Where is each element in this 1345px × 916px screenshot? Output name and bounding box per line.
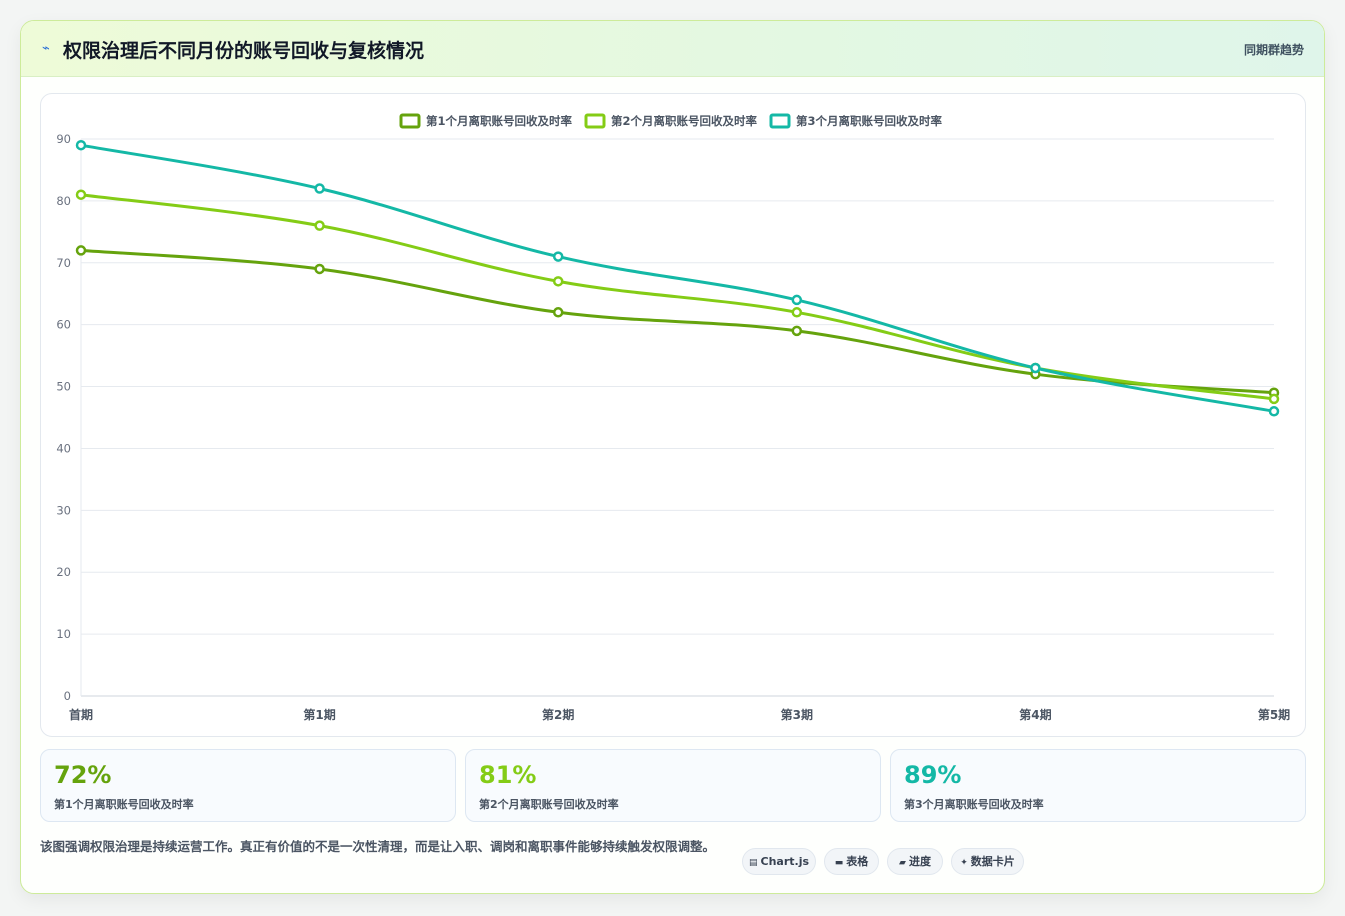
line-chart: 0 10 20 30 40 50 60 70 80 90 首期 第1期 第2期 第3期 第4期 第5期 第1个月… [56,113,1290,722]
chip-label: 数据卡片 [970,855,1015,868]
progress-icon: ▰ [899,858,906,868]
page-title: 权限治理后不同月份的账号回收与复核情况 [63,40,425,62]
x-tick-label: 第4期 [1019,707,1051,722]
legend-swatch [769,113,791,129]
data-point [75,245,87,256]
legend-item: 第2个月离职账号回收及时率 [584,113,758,129]
chip-progress[interactable]: ▰ 进度 [887,848,943,875]
data-point [552,276,564,287]
legend-item: 第3个月离职账号回收及时率 [769,113,943,129]
data-point [552,307,564,318]
y-tick-label: 40 [56,441,71,455]
stat-card-2: 81% 第2个月离职账号回收及时率 [465,749,881,822]
series-line [79,193,1276,401]
data-point [791,307,803,318]
y-tick-label: 0 [64,689,71,703]
y-tick-label: 30 [56,503,71,517]
data-point [1030,362,1041,374]
y-tick-label: 20 [56,565,71,579]
stat-label: 第2个月离职账号回收及时率 [479,798,619,811]
data-point [1268,406,1280,417]
chart-note: 该图强调权限治理是持续运营工作。真正有价值的不是一次性清理，而是让入职、调岗和离… [40,839,716,854]
card-header: ⌁ 权限治理后不同月份的账号回收与复核情况 同期群趋势 [21,21,1324,77]
data-point [314,220,325,231]
x-tick-label: 第1期 [303,707,335,722]
y-tick-label: 80 [56,194,71,208]
legend-swatch [399,113,421,129]
chart-card: ⌁ 权限治理后不同月份的账号回收与复核情况 同期群趋势 0 10 20 30 40 50 6… [20,20,1325,894]
stat-card-3: 89% 第3个月离职账号回收及时率 [890,749,1306,822]
x-tick-label: 第5期 [1258,707,1290,722]
y-tick-label: 10 [56,627,71,641]
series-line [79,143,1276,413]
sparkle-icon: ✦ [960,858,968,868]
data-point [314,263,325,275]
header-tag: 同期群趋势 [1243,43,1304,57]
chip-data-card[interactable]: ✦ 数据卡片 [951,848,1024,875]
y-tick-label: 60 [56,318,71,332]
data-point [791,325,803,337]
stat-label: 第1个月离职账号回收及时率 [54,798,194,811]
y-tick-label: 50 [56,380,71,394]
card-icon: ▤ [748,858,758,868]
legend-label: 第3个月离职账号回收及时率 [796,114,943,128]
y-tick-label: 90 [56,132,71,146]
chip-table[interactable]: ▬ 表格 [824,848,879,875]
stat-value: 89% [904,761,962,789]
stat-label: 第3个月离职账号回收及时率 [904,798,1044,811]
table-icon: ▬ [834,858,844,868]
chip-label: 表格 [846,855,869,868]
chip-label: 进度 [908,855,931,868]
chip-chartjs[interactable]: ▤ Chart.js [742,848,816,875]
legend-label: 第1个月离职账号回收及时率 [426,114,573,128]
data-point [75,139,87,151]
chip-label: Chart.js [760,855,810,868]
stat-value: 72% [54,761,112,789]
y-tick-label: 70 [56,256,71,270]
data-point [75,189,87,200]
stat-value: 81% [479,761,537,789]
lightning-icon: ⌁ [42,41,50,56]
legend-label: 第2个月离职账号回收及时率 [611,114,758,128]
data-point [314,183,325,194]
stat-card-1: 72% 第1个月离职账号回收及时率 [40,749,456,822]
series-line [79,248,1276,395]
data-point [791,294,803,306]
x-tick-label: 第3期 [781,707,813,722]
chart-container: 0 10 20 30 40 50 60 70 80 90 首期 第1期 第2期 第3期 第4期 第5期 第1个月… [40,93,1306,737]
legend-item: 第1个月离职账号回收及时率 [399,113,573,129]
x-tick-label: 首期 [69,707,93,722]
data-point [1268,393,1280,405]
legend-swatch [584,113,606,129]
x-tick-label: 第2期 [542,707,574,722]
data-point [552,251,564,262]
